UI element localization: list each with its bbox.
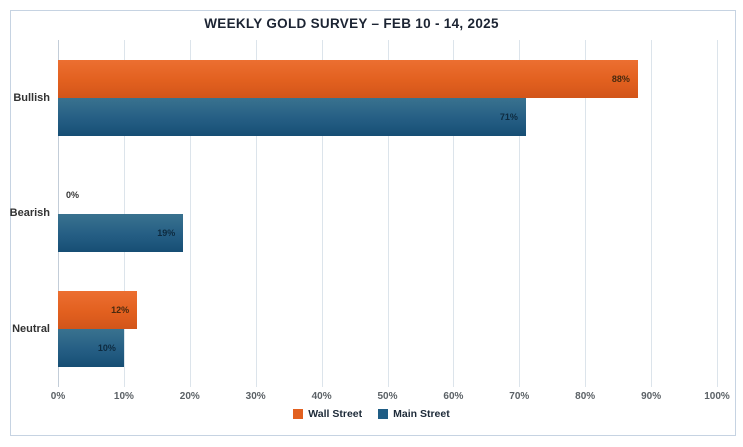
- x-tick-label: 40%: [311, 391, 332, 402]
- chart-frame: [10, 10, 736, 436]
- bar-main-street-bearish: 19%: [58, 213, 184, 252]
- x-tick-label: 90%: [641, 391, 662, 402]
- x-tick-label: 20%: [179, 391, 200, 402]
- category-label-bullish: Bullish: [13, 91, 50, 104]
- bar-main-street-neutral: 10%: [58, 329, 124, 368]
- category-axis-labels: Bullish Bearish Neutral: [8, 40, 50, 387]
- category-label-bearish: Bearish: [9, 207, 50, 220]
- gridline: [321, 40, 323, 387]
- gridline: [585, 40, 587, 387]
- x-axis-labels: 0% 10% 20% 30% 40% 50% 60% 70% 80% 90% 100%: [51, 391, 730, 405]
- gridline: [519, 40, 521, 387]
- legend-label-main-street: Main Street: [393, 408, 450, 420]
- x-tick-label: 0%: [50, 391, 66, 402]
- x-tick-label: 100%: [704, 391, 730, 402]
- legend: Wall Street Main Street: [0, 408, 743, 420]
- x-tick-label: 80%: [575, 391, 596, 402]
- gridline: [717, 40, 718, 387]
- x-tick-label: 30%: [245, 391, 266, 402]
- bar-value-label: 88%: [611, 73, 630, 84]
- category-label-neutral: Neutral: [12, 323, 50, 336]
- gridline: [651, 40, 653, 387]
- bar-main-street-bullish: 71%: [58, 97, 526, 136]
- legend-swatch-wall-street: [293, 409, 304, 419]
- x-tick-label: 60%: [443, 391, 464, 402]
- plot-area: 88% 0% 12% 71% 19% 10%: [58, 40, 718, 387]
- x-tick-label: 70%: [509, 391, 530, 402]
- gridline: [189, 40, 191, 387]
- bar-value-label: 10%: [97, 343, 116, 354]
- bar-value-label: 71%: [499, 111, 518, 122]
- legend-item-wall-street: Wall Street: [293, 408, 362, 420]
- legend-item-main-street: Main Street: [378, 408, 450, 420]
- x-tick-label: 50%: [377, 391, 398, 402]
- legend-label-wall-street: Wall Street: [308, 408, 363, 420]
- bar-value-label: 19%: [157, 227, 176, 238]
- gridline: [387, 40, 389, 387]
- bar-wall-street-bullish: 88%: [58, 59, 638, 98]
- bar-wall-street-neutral: 12%: [58, 291, 138, 330]
- legend-swatch-main-street: [378, 409, 389, 419]
- gridline: [255, 40, 257, 387]
- bar-value-label-wall-street-bearish: 0%: [66, 189, 80, 200]
- chart-title: WEEKLY GOLD SURVEY – FEB 10 - 14, 2025: [204, 16, 499, 31]
- gridline: [453, 40, 455, 387]
- bar-value-label: 12%: [111, 305, 130, 316]
- x-tick-label: 10%: [113, 391, 134, 402]
